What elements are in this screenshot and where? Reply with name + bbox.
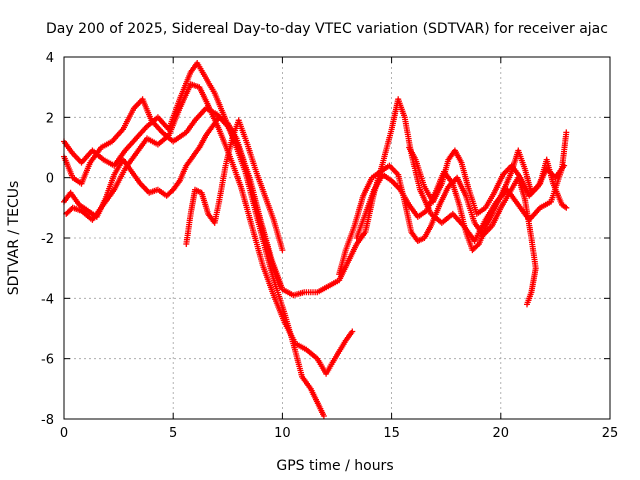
y-axis-title: SDTVAR / TECUs	[6, 181, 22, 296]
series-6	[183, 117, 286, 254]
series-2	[63, 81, 356, 377]
x-tick-label: 5	[169, 426, 177, 441]
x-tick-label: 0	[60, 426, 68, 441]
y-tick-label: -8	[41, 413, 54, 428]
x-tick-label: 25	[602, 426, 619, 441]
chart-title: Day 200 of 2025, Sidereal Day-to-day VTE…	[46, 21, 608, 37]
series-plus-markers	[61, 60, 327, 419]
y-tick-label: 2	[46, 111, 54, 126]
axis-ticks: 0 5 10 15 20 25 -8 -6 -4 -2 0 2 4	[41, 51, 618, 441]
series-7	[336, 162, 539, 308]
x-tick-label: 15	[383, 426, 400, 441]
x-axis-title: GPS time / hours	[276, 458, 393, 474]
series-5	[170, 114, 284, 290]
x-tick-label: 20	[493, 426, 510, 441]
series-plus-markers	[63, 81, 356, 377]
series-plus-markers	[170, 114, 284, 290]
y-tick-label: -4	[41, 292, 54, 307]
series-trace	[63, 62, 325, 417]
series-plus-markers	[183, 117, 286, 254]
x-tick-label: 10	[274, 426, 291, 441]
series-9	[406, 144, 568, 217]
series-plus-markers	[406, 144, 568, 217]
y-tick-label: -6	[41, 353, 54, 368]
y-tick-label: -2	[41, 232, 54, 247]
data-series	[61, 60, 570, 419]
y-tick-label: 4	[46, 51, 54, 66]
y-tick-label: 0	[46, 172, 54, 187]
series-1	[61, 60, 327, 419]
series-3	[61, 96, 570, 299]
series-plus-markers	[336, 162, 539, 308]
